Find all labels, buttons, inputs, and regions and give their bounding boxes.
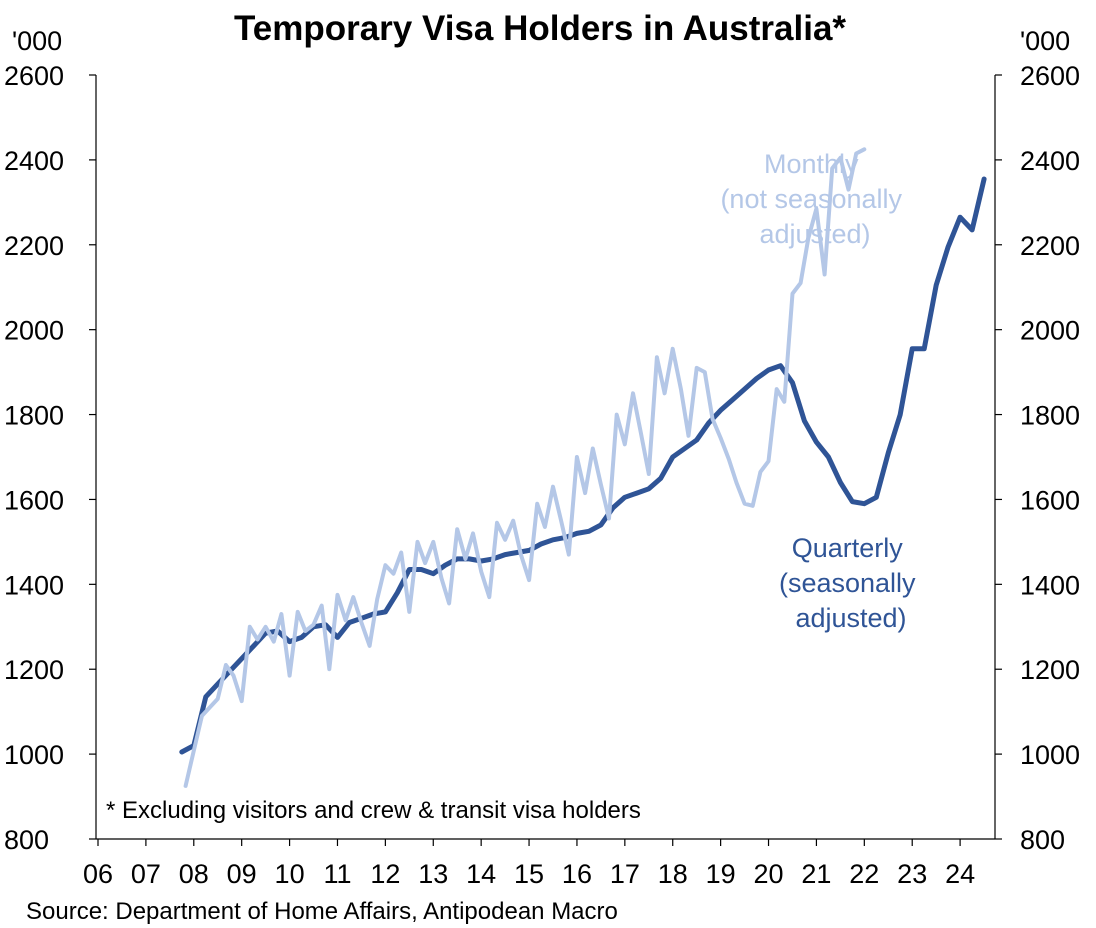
x-tick-label: 22 [849,859,879,889]
chart-title: Temporary Visa Holders in Australia* [234,9,846,48]
x-tick-label: 12 [370,859,400,889]
monthly-series-label: Monthly (not seasonally adjusted) [720,149,909,249]
x-tick-label: 06 [83,859,113,889]
right-y-tick-label: 2400 [1020,146,1080,176]
x-tick-label: 19 [706,859,736,889]
monthly-label-line-3: adjusted) [759,219,870,249]
left-y-tick-label: 1400 [4,570,64,600]
x-tick-label: 10 [275,859,305,889]
monthly-label-line-2: (not seasonally [720,184,902,214]
right-y-tick-label: 1200 [1020,655,1080,685]
right-y-tick-label: 1600 [1020,485,1080,515]
x-tick-label: 14 [466,859,496,889]
quarterly-label-line-3: adjusted) [795,603,906,633]
x-tick-label: 23 [897,859,927,889]
right-y-tick-label: 1800 [1020,401,1080,431]
right-y-tick-label: 2600 [1020,61,1080,91]
x-tick-label: 21 [801,859,831,889]
right-y-tick-label: 800 [1020,825,1065,855]
monthly-label-line-1: Monthly [764,149,859,179]
right-y-tick-label: 2200 [1020,231,1080,261]
x-tick-label: 11 [323,859,351,889]
tick-labels: 800 800 1000 1000 1200 1200 1400 1400 1600 1600 18… [4,61,1080,889]
x-tick-label: 24 [945,859,975,889]
quarterly-series-label: Quarterly (seasonally adjusted) [779,533,923,633]
right-y-tick-label: 1000 [1020,740,1080,770]
source-note: Source: Department of Home Affairs, Anti… [26,898,618,925]
x-tick-label: 16 [562,859,592,889]
series-lines [179,147,987,788]
left-y-tick-label: 2600 [4,61,64,91]
right-y-tick-label: 1400 [1020,570,1080,600]
right-y-unit: '000 [1020,26,1070,56]
x-tick-label: 07 [131,859,161,889]
x-tick-label: 13 [418,859,448,889]
left-y-tick-label: 1600 [4,485,64,515]
quarterly-label-line-1: Quarterly [792,533,904,563]
x-tick-label: 20 [754,859,784,889]
x-tick-label: 18 [658,859,688,889]
footnote: * Excluding visitors and crew & transit … [106,797,641,824]
left-y-tick-label: 2000 [4,316,64,346]
x-tick-label: 09 [227,859,257,889]
left-y-tick-label: 2400 [4,146,64,176]
left-y-unit: '000 [12,26,62,56]
x-tick-label: 17 [610,859,640,889]
right-y-tick-label: 2000 [1020,316,1080,346]
left-y-tick-label: 1200 [4,655,64,685]
monthly-series-line [183,147,867,788]
x-tick-label: 08 [179,859,209,889]
quarterly-series-line [179,176,987,755]
quarterly-label-line-2: (seasonally [779,568,916,598]
left-y-tick-label: 800 [4,825,49,855]
left-y-tick-label: 1800 [4,401,64,431]
left-y-tick-label: 1000 [4,740,64,770]
left-y-tick-label: 2200 [4,231,64,261]
x-tick-label: 15 [514,859,544,889]
axes [89,74,1002,846]
